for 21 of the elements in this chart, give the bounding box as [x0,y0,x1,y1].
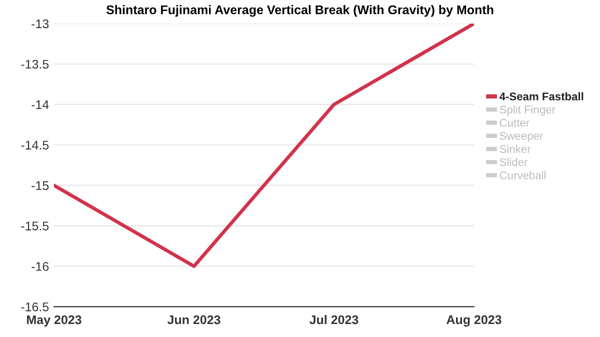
x-tick-label: Aug 2023 [446,315,502,327]
legend-label: Curveball [500,171,546,180]
line-series [54,24,474,268]
y-tick-label: -16.5 [21,302,49,312]
y-tick-label: -16 [32,262,49,271]
y-tick-label: -14.5 [21,140,49,150]
chart-title: Shintaro Fujinami Average Vertical Break (With Gravity) by Month [106,5,494,17]
y-tick-label: -15.5 [21,222,49,230]
y-tick-label: -13 [32,19,49,28]
legend-label: Split Finger [500,105,556,116]
x-tick-label: Jun 2023 [167,315,220,324]
y-tick-label: -15 [32,181,49,190]
legend-label: Sinker [500,144,531,153]
x-tick-label: Jul 2023 [310,315,358,324]
y-tick-label: -13.5 [21,60,49,69]
legend-label: Sweeper [500,132,543,142]
legend-label: Slider [500,158,528,166]
legend-label: 4-Seam Fastball [499,92,584,100]
legend-label: Cutter [500,118,530,127]
x-tick-label: May 2023 [27,315,82,327]
y-tick-label: -14 [32,100,49,109]
